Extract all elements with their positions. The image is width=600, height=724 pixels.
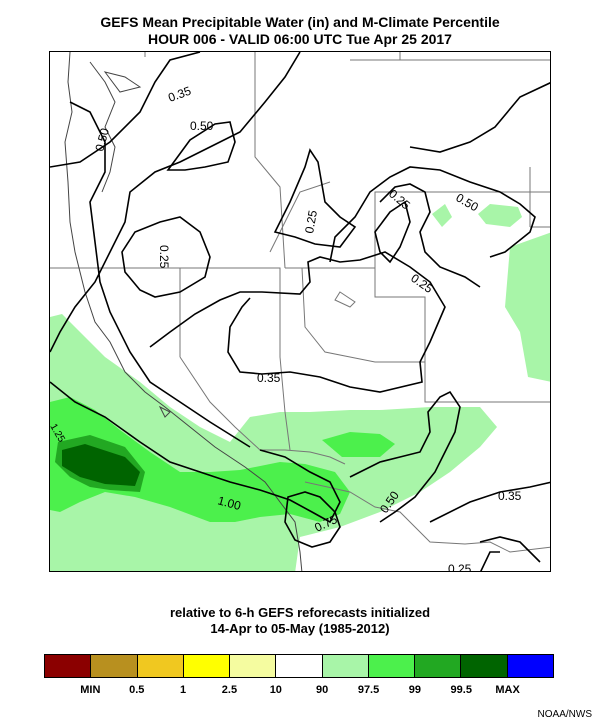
contour-0-35-west [50,52,301,353]
colorbar-swatch [230,655,277,677]
contour-0-25-central [273,148,357,248]
colorbar-tick-label: MIN [80,684,101,696]
colorbar-tick-label: MAX [495,684,520,696]
contour-0-35-interior [149,251,446,393]
colorbar-swatch [183,655,231,677]
colorbar-tick-label: 99.5 [450,684,472,696]
contour-label: 0.35 [257,371,281,385]
shade-97-5-blob2 [478,204,522,227]
colorbar-tick-label: 97.5 [357,684,380,696]
contour-0-50-east [329,166,536,263]
colorbar-swatch [276,655,323,677]
reforecast-date-range: 14-Apr to 05-May (1985-2012) [210,621,390,636]
contour-label: 0.25 [386,187,413,213]
contour-label: 0.25 [448,562,472,572]
reforecast-note: relative to 6-h GEFS reforecasts initial… [169,605,431,620]
contour-label: 0.25 [302,209,320,235]
contour-label: 0.50 [454,190,482,214]
percentile-shading [50,204,550,571]
colorbar-tick-label: 10 [269,684,282,696]
contour-0-25-ne [379,183,481,288]
colorbar-swatch [461,655,508,677]
pw-contours [50,52,550,571]
map-canvas: 0.35 0.50 0.50 0.25 0.25 0.25 0.50 0.25 … [50,52,550,572]
colorbar-swatch [45,655,92,677]
shade-97-5-blob [432,204,452,227]
colorbar-swatch [507,655,553,677]
contour-label: 0.50 [190,119,214,133]
contour-0-50-north [166,121,236,171]
contour-0-25-south [479,536,541,571]
colorbar-swatch [322,655,369,677]
colorbar-tick-label: 0.5 [129,684,145,696]
map-subtitle: HOUR 006 - VALID 06:00 UTC Tue Apr 25 20… [148,31,452,47]
contour-label: 0.35 [498,489,522,503]
colorbar-swatch [137,655,184,677]
contour-label: 0.25 [408,271,435,296]
contour-0-35-east [409,82,550,153]
colorbar-tick-label: 2.5 [221,684,238,696]
colorbar-swatch [368,655,416,677]
contour-0-35-south [429,481,550,523]
map-panel: 0.35 0.50 0.50 0.25 0.25 0.25 0.50 0.25 … [49,51,551,572]
contour-0-75 [284,491,341,548]
map-title: GEFS Mean Precipitable Water (in) and M-… [100,14,500,30]
colorbar-swatch [91,655,138,677]
contour-1-00 [50,381,341,524]
colorbar-tick-label: 90 [316,684,329,696]
contour-0-25-east [374,200,411,264]
colorbar-tick-label: 1 [180,684,187,696]
shade-99-east [322,432,395,457]
contour-label: 0.25 [157,245,171,269]
shade-97-5-east [505,232,550,382]
contour-0-50-south [349,390,461,523]
shade-97-5 [50,314,497,571]
credit-label: NOAA/NWS [537,709,592,720]
contour-label: 0.50 [92,126,112,152]
shade-99-5-core [62,444,140,486]
contour-0-25-west [121,216,211,298]
colorbar-swatch [415,655,462,677]
colorbar-tick-label: 99 [408,684,422,696]
contour-label: 1.00 [216,493,242,513]
contour-0-50-coastal [69,101,251,448]
contour-label: 0.35 [166,84,193,105]
boundaries [50,52,550,553]
percentile-colorbar [44,654,554,678]
